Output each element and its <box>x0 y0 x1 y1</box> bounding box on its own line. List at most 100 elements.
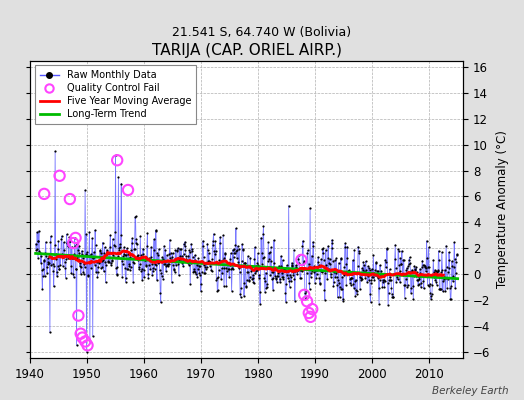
Point <box>447 258 456 264</box>
Point <box>302 270 311 276</box>
Point <box>34 237 42 244</box>
Point <box>209 238 217 244</box>
Point <box>183 260 192 266</box>
Point <box>431 267 439 273</box>
Point <box>176 253 184 260</box>
Point <box>343 268 352 274</box>
Point <box>93 274 102 280</box>
Point <box>329 283 337 289</box>
Point <box>173 245 182 251</box>
Point <box>394 276 402 283</box>
Point <box>148 265 157 272</box>
Point <box>276 276 284 282</box>
Title: TARIJA (CAP. ORIEL AIRP.): TARIJA (CAP. ORIEL AIRP.) <box>151 43 342 58</box>
Point <box>105 259 114 265</box>
Point <box>421 268 430 275</box>
Point <box>124 187 132 193</box>
Point <box>401 276 410 282</box>
Point <box>158 254 166 260</box>
Point <box>348 271 357 277</box>
Point <box>45 260 53 266</box>
Point <box>334 276 342 283</box>
Point <box>432 278 440 285</box>
Point <box>396 279 404 286</box>
Point <box>293 266 302 273</box>
Point <box>123 266 132 272</box>
Point <box>358 265 366 272</box>
Point <box>121 252 129 258</box>
Point <box>381 256 389 263</box>
Point <box>90 249 98 255</box>
Point <box>418 258 427 264</box>
Point <box>339 274 347 280</box>
Point <box>230 250 238 256</box>
Point <box>385 266 394 272</box>
Point <box>441 274 450 281</box>
Point <box>83 342 92 348</box>
Point <box>110 242 118 248</box>
Point <box>343 243 352 250</box>
Point <box>298 243 307 250</box>
Point <box>110 254 118 260</box>
Point <box>39 258 48 264</box>
Point <box>374 275 382 281</box>
Point <box>318 268 326 274</box>
Point <box>132 213 140 220</box>
Point <box>247 263 256 270</box>
Point <box>447 282 455 289</box>
Point <box>204 250 213 256</box>
Point <box>212 277 221 284</box>
Point <box>234 243 242 249</box>
Point <box>43 255 52 262</box>
Point <box>101 279 110 286</box>
Point <box>71 235 80 241</box>
Point <box>278 274 286 280</box>
Point <box>307 270 315 276</box>
Point <box>445 257 454 264</box>
Point <box>67 270 75 276</box>
Point <box>377 272 385 279</box>
Point <box>48 254 56 260</box>
Point <box>163 262 171 268</box>
Point <box>395 248 403 254</box>
Point <box>254 250 262 256</box>
Point <box>402 267 410 274</box>
Point <box>274 270 282 276</box>
Point <box>50 262 58 269</box>
Point <box>320 287 329 294</box>
Point <box>325 256 334 262</box>
Point <box>442 263 451 270</box>
Point <box>269 286 277 293</box>
Point <box>305 286 314 292</box>
Point <box>292 262 300 268</box>
Point <box>357 277 365 283</box>
Point <box>165 251 173 257</box>
Point <box>342 282 351 288</box>
Point <box>155 246 163 252</box>
Point <box>391 265 400 272</box>
Point <box>126 266 135 273</box>
Point <box>196 272 204 278</box>
Point <box>64 239 72 245</box>
Point <box>131 214 139 220</box>
Point <box>332 270 340 276</box>
Point <box>207 267 215 274</box>
Point <box>279 276 288 282</box>
Point <box>301 296 310 302</box>
Point <box>334 260 343 266</box>
Point <box>162 263 171 270</box>
Point <box>101 244 109 251</box>
Point <box>375 284 383 291</box>
Point <box>149 268 157 275</box>
Point <box>180 240 188 247</box>
Point <box>255 272 264 278</box>
Point <box>123 245 131 252</box>
Point <box>97 249 105 256</box>
Point <box>293 271 301 277</box>
Point <box>288 263 297 270</box>
Point <box>245 277 253 284</box>
Point <box>167 256 176 263</box>
Point <box>337 286 346 292</box>
Point <box>337 255 345 261</box>
Point <box>397 260 406 267</box>
